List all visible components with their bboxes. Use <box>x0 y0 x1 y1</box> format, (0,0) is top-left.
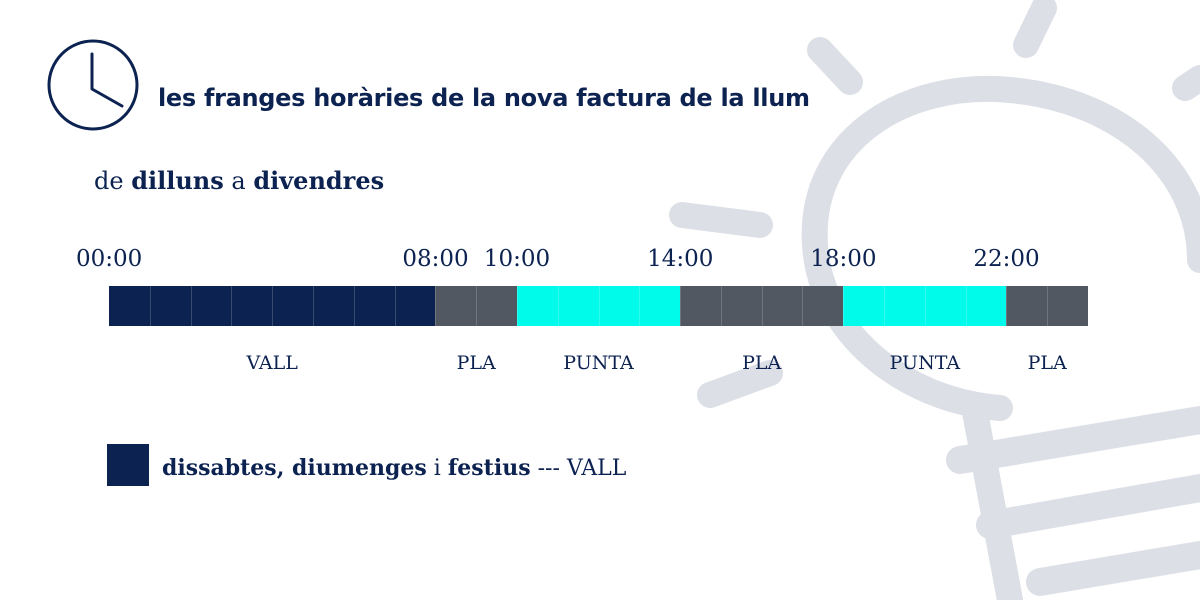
time-tick: 00:00 <box>76 246 143 272</box>
hour-divider <box>1047 286 1049 326</box>
hour-divider <box>353 286 355 326</box>
legend-days: dissabtes, diumenges <box>162 455 427 481</box>
hour-divider <box>476 286 478 326</box>
time-tick: 14:00 <box>647 246 714 272</box>
hour-divider <box>720 286 722 326</box>
band-label: PUNTA <box>889 352 961 374</box>
hour-divider <box>149 286 151 326</box>
legend-text: dissabtes, diumenges i festius --- VALL <box>162 455 626 481</box>
legend-connector: i <box>426 456 448 481</box>
timeline-bar <box>109 286 1088 326</box>
legend-holidays: festius <box>447 455 531 481</box>
timeline-segment-vall <box>109 286 436 326</box>
hour-divider <box>680 286 682 326</box>
time-tick: 22:00 <box>973 246 1040 272</box>
bulb-base-band <box>976 474 1200 539</box>
timeline-segment-punta <box>843 286 1007 326</box>
timeline-segment-pla <box>1006 286 1088 326</box>
hour-divider <box>843 286 845 326</box>
subtitle-connector: a <box>223 167 254 195</box>
time-tick: 08:00 <box>402 246 469 272</box>
bulb-ray <box>697 360 783 408</box>
bulb-ray <box>1172 65 1200 101</box>
clock-icon <box>47 39 139 131</box>
band-label: VALL <box>246 352 298 374</box>
bulb-base-band <box>1026 541 1200 596</box>
hour-divider <box>598 286 600 326</box>
weekday-subtitle: de dilluns a divendres <box>94 166 384 195</box>
bulb-base-band <box>946 406 1200 474</box>
hour-divider <box>272 286 274 326</box>
hour-divider <box>761 286 763 326</box>
hour-divider <box>639 286 641 326</box>
band-label-row: VALL PLA PUNTA PLA PUNTA PLA <box>0 352 1200 382</box>
bulb-base-side <box>962 399 1023 600</box>
hour-divider <box>394 286 396 326</box>
band-label: PLA <box>456 352 496 374</box>
timeline-segment-punta <box>516 286 681 326</box>
legend-band: --- VALL <box>530 456 627 481</box>
time-tick: 10:00 <box>483 246 551 272</box>
hour-divider <box>884 286 886 326</box>
time-tick: 18:00 <box>810 246 877 272</box>
hour-divider <box>924 286 926 326</box>
hour-divider <box>557 286 559 326</box>
hour-divider <box>516 286 518 326</box>
band-label: PLA <box>1027 352 1067 374</box>
hour-divider <box>435 286 437 326</box>
bulb-ray <box>1013 0 1057 58</box>
hour-divider <box>231 286 233 326</box>
bulb-glass-outline <box>801 75 1200 421</box>
hour-divider <box>802 286 804 326</box>
legend-swatch <box>107 444 149 486</box>
timeline-segment-pla <box>680 286 844 326</box>
bulb-ray <box>807 37 863 95</box>
timeline-segment-pla <box>435 286 517 326</box>
hour-divider <box>1006 286 1008 326</box>
time-tick-row: 00:00 08:00 10:00 14:00 18:00 22:00 <box>0 246 1200 278</box>
subtitle-day-to: divendres <box>253 166 385 195</box>
subtitle-prefix: de <box>94 167 132 195</box>
hour-divider <box>312 286 314 326</box>
bulb-ray <box>669 202 773 238</box>
page-title: les franges horàries de la nova factura … <box>158 84 810 112</box>
hour-divider <box>190 286 192 326</box>
band-label: PLA <box>742 352 782 374</box>
hour-divider <box>965 286 967 326</box>
subtitle-day-from: dilluns <box>131 166 224 195</box>
band-label: PUNTA <box>563 352 634 374</box>
